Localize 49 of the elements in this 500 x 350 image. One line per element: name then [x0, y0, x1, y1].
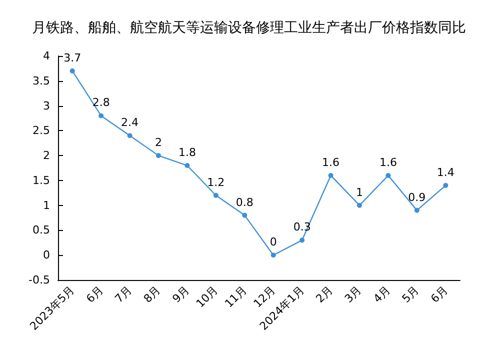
point	[386, 172, 391, 178]
y-tick-label: 4	[43, 50, 50, 62]
y-tick-label: 3	[43, 99, 50, 112]
x-tick-label: 9月	[170, 283, 192, 306]
point	[328, 172, 334, 178]
data-label: 1.6	[322, 156, 340, 169]
data-label: 0.8	[236, 196, 254, 209]
y-tick-label: 2	[43, 149, 50, 162]
data-label: 2.4	[121, 116, 139, 130]
x-tick-label: 7月	[112, 283, 134, 306]
point	[357, 202, 362, 208]
x-tick-label: 6月	[84, 283, 106, 306]
x-tick-label: 3月	[342, 283, 364, 306]
data-label: 3.7	[64, 51, 82, 64]
point	[156, 153, 161, 158]
x-tick-label: 8月	[141, 283, 164, 306]
y-tick-label: 3.5	[32, 74, 50, 88]
data-label: 1.2	[207, 176, 225, 189]
data-label: 1.6	[379, 156, 397, 169]
point	[414, 208, 420, 213]
data-label: 1	[356, 186, 363, 199]
chart-title: 月铁路、船舶、航空航天等运输设备修理工业生产者出厂价格指数同比	[32, 20, 466, 36]
data-label: 1.8	[178, 146, 196, 160]
x-tick-label: 10月	[194, 283, 221, 310]
x-tick-label: 2月	[313, 283, 336, 306]
y-tick-label: 1	[43, 198, 50, 212]
data-label: 0	[270, 236, 277, 249]
data-label: 0.9	[408, 190, 426, 204]
point	[98, 113, 104, 118]
data-label: 2	[155, 136, 162, 150]
y-tick-label: 0	[43, 248, 50, 262]
x-tick-label: 5月	[400, 283, 422, 306]
y-tick-label: -0.5	[28, 274, 50, 286]
point	[443, 182, 448, 188]
data-label: 2.8	[92, 96, 110, 110]
point	[127, 133, 132, 138]
data-label: 1.4	[436, 166, 454, 179]
x-tick-label: 11月	[222, 283, 250, 310]
point	[213, 192, 218, 198]
point	[242, 212, 248, 218]
point	[300, 238, 305, 243]
point	[184, 163, 190, 168]
y-tick-label: 0.5	[32, 224, 50, 237]
y-tick-label: 1.5	[32, 174, 50, 187]
point	[70, 68, 75, 74]
x-tick-label: 4月	[370, 283, 393, 306]
x-tick-label: 6月	[428, 283, 450, 306]
point	[270, 252, 276, 258]
y-tick-label: 2.5	[32, 124, 50, 138]
